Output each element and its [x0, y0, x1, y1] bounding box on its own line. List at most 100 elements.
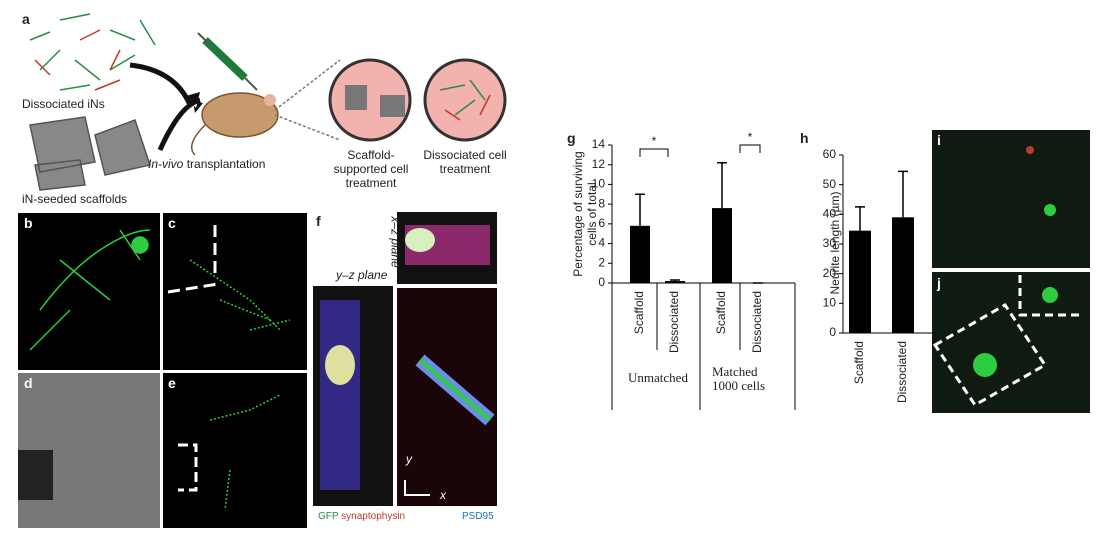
bar	[712, 208, 732, 283]
axis-label: x	[440, 488, 446, 502]
x-tick-label: Dissociated	[667, 291, 681, 353]
x-tick-label: Dissociated	[750, 291, 764, 353]
stain	[418, 358, 492, 422]
stain	[405, 228, 435, 252]
panel-label: g	[567, 130, 576, 146]
bar	[892, 217, 914, 333]
y-tick-label: 10	[823, 296, 837, 310]
zoom-line	[274, 59, 341, 141]
panel-label: j	[937, 275, 941, 291]
caption: Scaffold-supported cell treatment	[333, 148, 409, 190]
panel-label: h	[800, 130, 809, 146]
inset-marker	[932, 275, 1080, 407]
panel-label: d	[24, 375, 33, 391]
arrowhead	[186, 92, 203, 113]
group-label: Unmatched	[628, 370, 688, 385]
neurite	[29, 229, 151, 351]
scaffold	[380, 95, 405, 117]
schematic	[29, 13, 507, 191]
panel-label: f	[316, 213, 321, 229]
y-tick-label: 0	[598, 275, 605, 289]
neuron	[29, 13, 156, 91]
y-tick-label: 20	[823, 266, 837, 280]
axis-arrows	[404, 480, 430, 496]
stain	[1042, 287, 1058, 303]
significance-bracket	[739, 144, 761, 153]
syringe	[202, 37, 248, 81]
panel-label: b	[24, 215, 33, 231]
y-tick-label: 40	[823, 207, 837, 221]
x-tick-label: Scaffold	[632, 291, 646, 334]
inset-marker	[167, 225, 219, 294]
caption: iN-seeded scaffolds	[22, 192, 128, 206]
treatment-dish	[328, 58, 412, 142]
stain-legend: GFP synaptophysin	[318, 510, 405, 524]
caption: Dissociated cell treatment	[423, 148, 507, 176]
panel-label: i	[937, 132, 941, 148]
bar	[630, 225, 650, 283]
error-bar	[855, 206, 865, 231]
panel-label: c	[168, 215, 176, 231]
error-bar	[635, 193, 645, 226]
neurite	[209, 394, 281, 511]
micrograph-j	[932, 272, 1090, 413]
x-tick-label: Scaffold	[852, 341, 866, 384]
inset-marker	[178, 443, 198, 492]
significance-label: *	[652, 134, 657, 148]
x-tick-label: Scaffold	[714, 291, 728, 334]
y-tick-label: 50	[823, 177, 837, 191]
caption-italic: In-vivo	[148, 157, 184, 171]
y-tick-label: 10	[592, 177, 606, 191]
error-bar	[898, 170, 908, 218]
cell-body	[131, 236, 149, 254]
neuron	[34, 29, 121, 91]
caption: Dissociated iNs	[22, 97, 105, 111]
neuron	[444, 94, 491, 121]
error-bar	[717, 161, 727, 209]
stain	[1044, 204, 1056, 216]
plane-label: y–z plane	[336, 268, 388, 282]
micrographs	[18, 130, 1090, 528]
micrograph-c	[163, 213, 307, 370]
syringe-end	[197, 32, 258, 91]
legend-gfp: GFP	[318, 511, 339, 522]
error-bar	[670, 279, 680, 282]
stain	[320, 300, 360, 490]
bar	[665, 281, 685, 283]
caption: In-vivo transplantation	[148, 157, 265, 171]
y-tick-label: 4	[598, 236, 605, 250]
axis-label: y	[406, 452, 412, 466]
panel-label: a	[22, 11, 30, 27]
micrograph-e	[163, 373, 307, 528]
stain	[325, 345, 355, 385]
y-axis-title: Percentage of surviving cells of total	[571, 151, 599, 277]
significance-label: *	[748, 130, 753, 144]
y-tick-label: 6	[598, 216, 605, 230]
caption: transplantation	[186, 157, 266, 171]
legend-syn: synaptophysin	[341, 511, 406, 522]
stain	[1026, 146, 1034, 154]
bar	[849, 230, 871, 333]
stain	[973, 353, 997, 377]
plane-label: x–z plane	[388, 216, 403, 268]
y-tick-label: 12	[592, 157, 606, 171]
scaffold	[345, 85, 367, 110]
charts: 0 2 4 6 8 10 12 14 Scaffold Dissociated Scaffold Di…	[592, 130, 935, 410]
shadow	[18, 450, 53, 500]
y-tick-label: 60	[823, 147, 837, 161]
y-tick-label: 30	[823, 236, 837, 250]
mouse	[201, 92, 279, 138]
panel-label: e	[168, 375, 176, 391]
group-label: Matched 1000 cells	[712, 364, 766, 393]
scaffold	[29, 116, 151, 191]
y-tick-label: 8	[598, 196, 605, 210]
legend-psd: PSD95	[462, 511, 494, 522]
neuron	[439, 79, 486, 116]
neurite	[189, 259, 291, 331]
treatment-dish	[423, 58, 507, 142]
y-tick-label: 14	[592, 137, 606, 151]
significance-bracket	[639, 148, 669, 157]
micrograph-f-xy	[397, 288, 497, 506]
